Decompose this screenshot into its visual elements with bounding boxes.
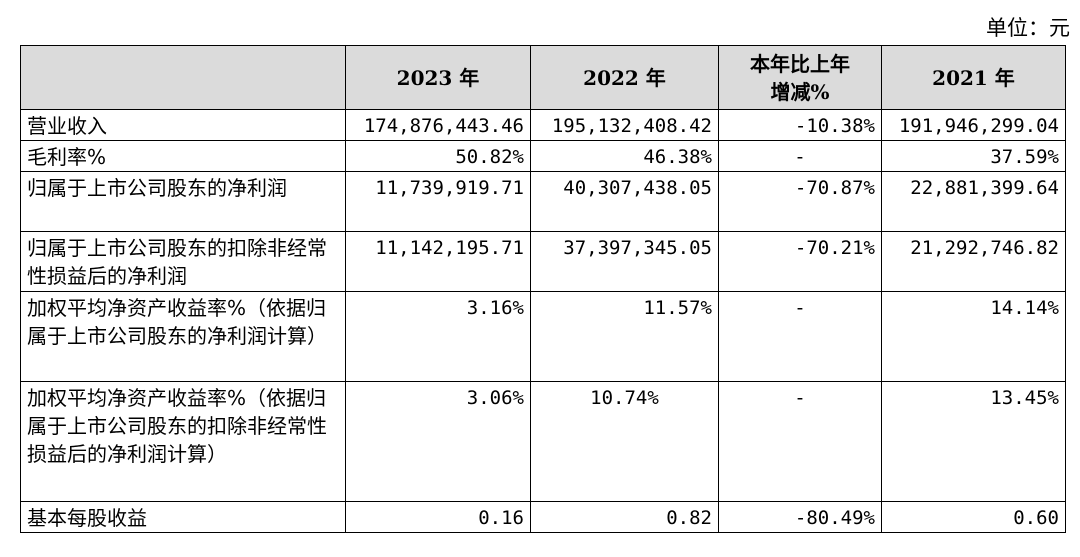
value-2022: 46.38% bbox=[530, 140, 719, 172]
value-2022: 37,397,345.05 bbox=[530, 231, 719, 292]
table-row: 归属于上市公司股东的扣除非经常性损益后的净利润 11,142,195.71 37… bbox=[20, 231, 1066, 292]
table-row: 毛利率% 50.82% 46.38% - 37.59% bbox=[20, 140, 1066, 172]
value-2021: 22,881,399.64 bbox=[881, 171, 1066, 232]
unit-label: 单位：元 bbox=[986, 16, 1070, 40]
value-2022: 11.57% bbox=[530, 291, 719, 382]
value-2023: 3.06% bbox=[345, 381, 531, 502]
header-2022: 2022 年 bbox=[530, 45, 719, 110]
value-change: - bbox=[718, 140, 882, 172]
row-label: 加权平均净资产收益率%（依据归属于上市公司股东的扣除非经常性损益后的净利润计算） bbox=[20, 381, 346, 502]
value-2021: 13.45% bbox=[881, 381, 1066, 502]
value-change: -70.87% bbox=[718, 171, 882, 232]
header-2021: 2021 年 bbox=[881, 45, 1066, 110]
value-2022: 40,307,438.05 bbox=[530, 171, 719, 232]
value-change: - bbox=[718, 291, 882, 382]
header-item-column bbox=[20, 45, 346, 110]
value-2021: 14.14% bbox=[881, 291, 1066, 382]
value-2021: 191,946,299.04 bbox=[881, 109, 1066, 141]
row-label: 营业收入 bbox=[20, 109, 346, 141]
value-2023: 3.16% bbox=[345, 291, 531, 382]
value-2023: 174,876,443.46 bbox=[345, 109, 531, 141]
row-label: 毛利率% bbox=[20, 140, 346, 172]
row-label: 归属于上市公司股东的净利润 bbox=[20, 171, 346, 232]
value-2021: 37.59% bbox=[881, 140, 1066, 172]
value-2021: 0.60 bbox=[881, 501, 1066, 533]
value-2023: 11,739,919.71 bbox=[345, 171, 531, 232]
row-label: 归属于上市公司股东的扣除非经常性损益后的净利润 bbox=[20, 231, 346, 292]
header-2023: 2023 年 bbox=[345, 45, 531, 110]
row-label: 加权平均净资产收益率%（依据归属于上市公司股东的净利润计算） bbox=[20, 291, 346, 382]
value-2023: 50.82% bbox=[345, 140, 531, 172]
value-2023: 0.16 bbox=[345, 501, 531, 533]
table-row: 加权平均净资产收益率%（依据归属于上市公司股东的扣除非经常性损益后的净利润计算）… bbox=[20, 381, 1066, 502]
value-2022: 0.82 bbox=[530, 501, 719, 533]
value-change: - bbox=[718, 381, 882, 502]
table-header-row: 2023 年 2022 年 本年比上年 增减% 2021 年 bbox=[20, 45, 1066, 110]
financial-data-table: 2023 年 2022 年 本年比上年 增减% 2021 年 营业收入 174,… bbox=[20, 45, 1066, 533]
value-change: -10.38% bbox=[718, 109, 882, 141]
value-change: -80.49% bbox=[718, 501, 882, 533]
value-2023: 11,142,195.71 bbox=[345, 231, 531, 292]
table-row: 归属于上市公司股东的净利润 11,739,919.71 40,307,438.0… bbox=[20, 171, 1066, 232]
header-change: 本年比上年 增减% bbox=[718, 45, 882, 110]
table-row: 加权平均净资产收益率%（依据归属于上市公司股东的净利润计算） 3.16% 11.… bbox=[20, 291, 1066, 382]
value-change: -70.21% bbox=[718, 231, 882, 292]
value-2021: 21,292,746.82 bbox=[881, 231, 1066, 292]
table-row: 营业收入 174,876,443.46 195,132,408.42 -10.3… bbox=[20, 109, 1066, 141]
value-2022: 195,132,408.42 bbox=[530, 109, 719, 141]
value-2022: 10.74% bbox=[530, 381, 719, 502]
table-row: 基本每股收益 0.16 0.82 -80.49% 0.60 bbox=[20, 501, 1066, 533]
row-label: 基本每股收益 bbox=[20, 501, 346, 533]
